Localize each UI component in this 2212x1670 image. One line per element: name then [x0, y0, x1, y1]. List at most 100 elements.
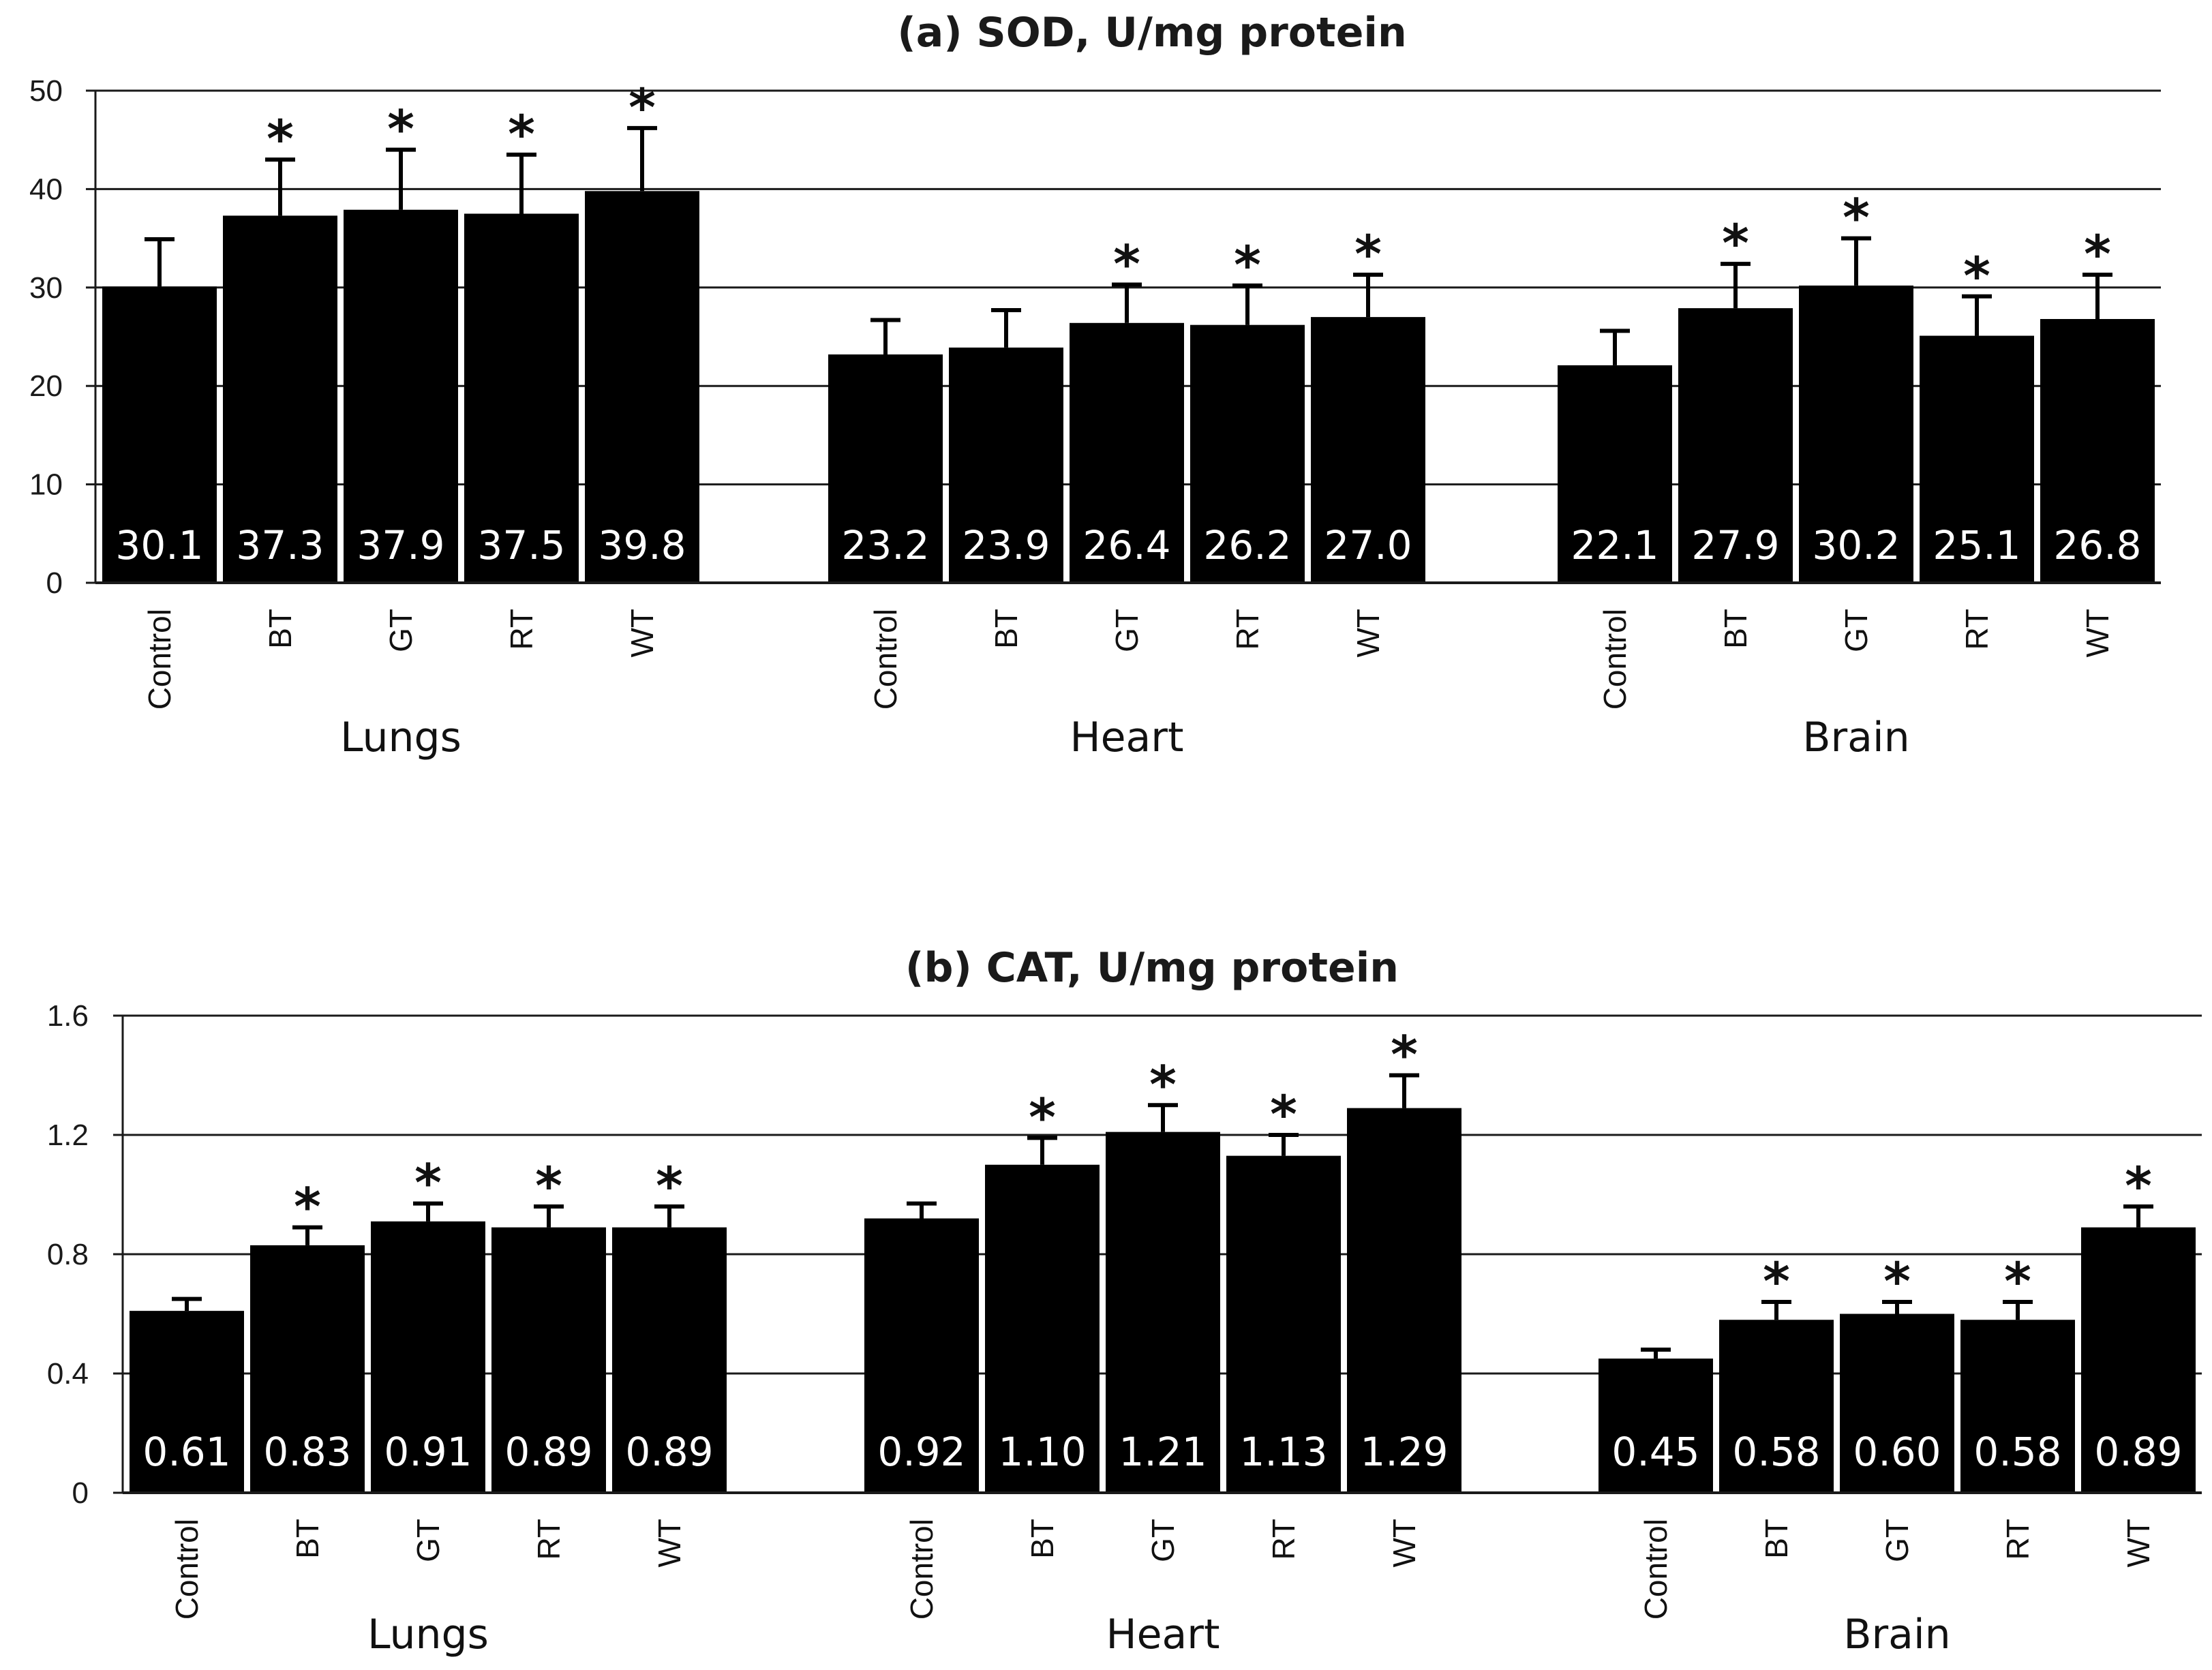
category-label: BT	[262, 609, 298, 649]
category-label: Control	[169, 1519, 204, 1620]
data-label: 22.1	[1571, 522, 1658, 568]
category-label: RT	[531, 1519, 566, 1560]
significance-star: *	[1149, 1054, 1177, 1114]
data-label: 26.8	[2053, 522, 2141, 568]
chart-title: (a) SOD, U/mg protein	[897, 9, 1406, 57]
significance-star: *	[2125, 1155, 2152, 1216]
category-label: RT	[504, 609, 539, 650]
category-label: Control	[1597, 609, 1633, 710]
significance-star: *	[628, 77, 656, 138]
category-label: GT	[1109, 609, 1145, 652]
data-label: 25.1	[1933, 522, 2020, 568]
y-tick-label: 50	[29, 74, 63, 108]
category-label: RT	[1230, 609, 1265, 650]
y-tick-label: 30	[29, 271, 63, 305]
data-label: 0.89	[504, 1429, 592, 1475]
bar	[1678, 308, 1793, 583]
data-label: 23.9	[962, 522, 1050, 568]
data-label: 37.9	[357, 522, 444, 568]
data-label: 0.92	[877, 1429, 965, 1475]
category-label: GT	[1879, 1519, 1915, 1562]
y-tick-label: 1.2	[47, 1119, 89, 1152]
panel-a-sod-chart: (a) SOD, U/mg protein 0 10 20 30 40 50 30.1 Cont…	[29, 9, 2161, 761]
bar	[864, 1218, 979, 1493]
group-label: Lungs	[340, 714, 461, 761]
category-label: GT	[1838, 609, 1874, 652]
category-label: Control	[904, 1519, 939, 1620]
group-label: Lungs	[367, 1611, 489, 1658]
category-label: GT	[1145, 1519, 1181, 1562]
data-label: 23.2	[841, 522, 929, 568]
bar	[828, 354, 943, 583]
significance-star: *	[656, 1155, 683, 1216]
category-label: WT	[624, 609, 660, 658]
bar	[250, 1245, 365, 1493]
bar	[130, 1311, 244, 1493]
bar	[344, 209, 458, 583]
bar	[1190, 324, 1305, 583]
data-label: 1.21	[1119, 1429, 1207, 1475]
data-label: 37.3	[236, 522, 324, 568]
data-label: 39.8	[598, 522, 686, 568]
significance-star: *	[1722, 213, 1749, 273]
category-label: Control	[868, 609, 903, 710]
group-label: Brain	[1843, 1611, 1950, 1658]
category-label: RT	[1959, 609, 1995, 650]
bar	[1347, 1108, 1461, 1493]
category-label: BT	[1718, 609, 1753, 649]
y-tick-label: 20	[29, 369, 63, 403]
group-label: Heart	[1106, 1611, 1220, 1658]
category-label: BT	[988, 609, 1024, 649]
data-label: 0.58	[1973, 1429, 2061, 1475]
bar	[1599, 1358, 1713, 1493]
significance-star: *	[1234, 234, 1261, 295]
category-label: WT	[2080, 609, 2115, 658]
significance-star: *	[508, 104, 535, 164]
data-label: 0.89	[2094, 1429, 2182, 1475]
bar	[1799, 285, 1913, 583]
y-tick-label: 0	[46, 566, 63, 600]
data-label: 27.0	[1324, 522, 1412, 568]
y-tick-label: 40	[29, 172, 63, 206]
bar	[612, 1227, 727, 1493]
panel-b-cat-chart: (b) CAT, U/mg protein 0 0.4 0.8 1.2 1.6 0.61 Co…	[47, 944, 2202, 1658]
significance-star: *	[294, 1176, 321, 1237]
category-label: Control	[1638, 1519, 1673, 1620]
category-label: GT	[383, 609, 419, 652]
data-label: 0.45	[1611, 1429, 1699, 1475]
data-label: 0.89	[625, 1429, 713, 1475]
data-label: 0.60	[1853, 1429, 1941, 1475]
category-label: BT	[1759, 1519, 1794, 1559]
y-tick-label: 0	[72, 1476, 89, 1510]
bar	[985, 1164, 1100, 1493]
category-label: GT	[410, 1519, 446, 1562]
group-label: Brain	[1802, 714, 1909, 761]
significance-star: *	[267, 108, 294, 169]
significance-star: *	[1843, 187, 1870, 248]
bar	[1960, 1320, 2075, 1493]
significance-star: *	[1391, 1024, 1418, 1085]
category-label: WT	[1350, 609, 1386, 658]
category-label: WT	[1387, 1519, 1422, 1568]
bar	[491, 1227, 606, 1493]
bar	[1558, 365, 1672, 583]
bar	[1311, 317, 1425, 583]
category-label: WT	[2121, 1519, 2156, 1568]
significance-star: *	[1270, 1084, 1297, 1144]
significance-star: *	[387, 99, 414, 160]
bar	[1920, 335, 2034, 583]
bar	[464, 213, 579, 583]
chart-title: (b) CAT, U/mg protein	[905, 944, 1399, 992]
category-label: Control	[142, 609, 177, 710]
category-label: RT	[2000, 1519, 2035, 1560]
bar	[1226, 1155, 1341, 1493]
bar	[2040, 319, 2155, 583]
bar	[223, 215, 337, 583]
category-label: BT	[1025, 1519, 1060, 1559]
bar	[1840, 1314, 1954, 1493]
bar	[1719, 1320, 1834, 1493]
significance-star: *	[535, 1155, 562, 1216]
y-tick-label: 10	[29, 468, 63, 502]
data-label: 30.1	[115, 522, 203, 568]
